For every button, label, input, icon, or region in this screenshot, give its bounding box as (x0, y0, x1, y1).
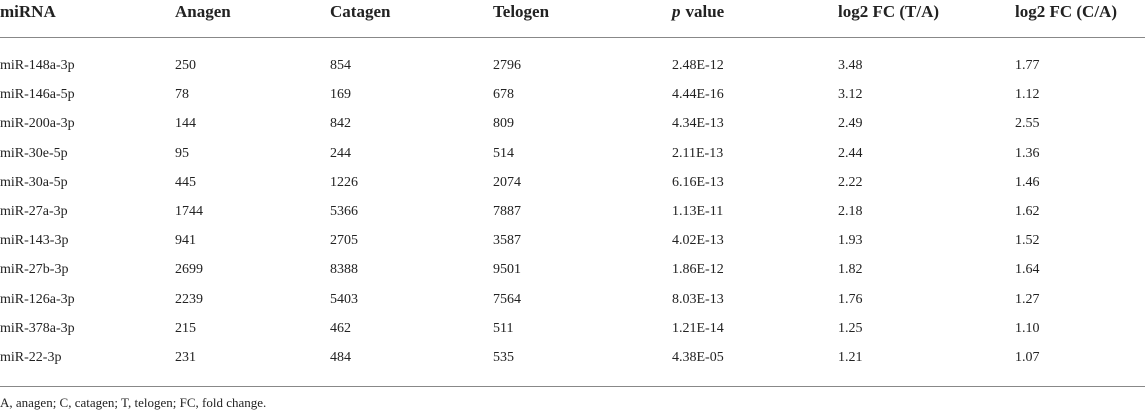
table-cell: 144 (175, 116, 196, 132)
table-cell: 1.52 (1015, 233, 1040, 249)
header-part: value (685, 2, 725, 21)
table-cell: 169 (330, 87, 351, 103)
table-cell: 1.27 (1015, 291, 1040, 307)
table-cell: 3.48 (838, 58, 863, 73)
table-cell: 941 (175, 233, 196, 249)
row-label: miR-30e-5p (0, 145, 68, 161)
table-cell: 78 (175, 87, 189, 103)
table-cell: 4.44E-16 (672, 87, 724, 103)
table-cell: 854 (330, 58, 351, 73)
table-cell: 5366 (330, 204, 358, 219)
table-cell: 1.21E-14 (672, 320, 724, 336)
table-cell: 2.49 (838, 116, 863, 132)
table-cell: 1.64 (1015, 262, 1040, 278)
table-cell: 484 (330, 350, 351, 365)
table-cell: 2.11E-13 (672, 145, 724, 161)
table-cell: 2.44 (838, 145, 863, 161)
table-cell: 1.21 (838, 350, 863, 365)
table-cell: 1.25 (838, 320, 863, 336)
column-header: Telogen (493, 2, 550, 21)
table-cell: 445 (175, 174, 196, 190)
table-cell: 2.22 (838, 174, 863, 190)
table-cell: 2.18 (838, 204, 863, 219)
table-cell: 1.77 (1015, 58, 1040, 73)
table-cell: 3587 (493, 233, 521, 249)
table-cell: 7887 (493, 204, 521, 219)
table-cell: 1.46 (1015, 174, 1040, 190)
table-cell: 2699 (175, 262, 203, 278)
table-cell: 2.48E-12 (672, 58, 724, 73)
table-cell: 462 (330, 320, 351, 336)
table-cell: 95 (175, 145, 189, 161)
column-header: p value (672, 3, 724, 21)
header-part: p (672, 2, 681, 21)
row-label: miR-148a-3p (0, 58, 75, 73)
table-cell: 2.55 (1015, 116, 1040, 132)
table-cell: 250 (175, 58, 196, 73)
row-label: miR-27a-3p (0, 204, 68, 219)
table-cell: 1.76 (838, 291, 863, 307)
table-cell: 809 (493, 116, 514, 132)
table-cell: 2074 (493, 174, 521, 190)
header-rule (0, 37, 1145, 38)
table-cell: 8.03E-13 (672, 291, 724, 307)
row-label: miR-22-3p (0, 350, 62, 365)
table-cell: 231 (175, 350, 196, 365)
table-cell: 4.34E-13 (672, 116, 724, 132)
table-cell: 1744 (175, 204, 203, 219)
table-cell: 511 (493, 320, 514, 336)
table-cell: 678 (493, 87, 514, 103)
row-label: miR-143-3p (0, 233, 69, 249)
table-cell: 1.13E-11 (672, 204, 724, 219)
table-cell: 9501 (493, 262, 521, 278)
table-cell: 4.02E-13 (672, 233, 724, 249)
table-cell: 215 (175, 320, 196, 336)
table-cell: 1.93 (838, 233, 863, 249)
column-header: log2 FC (C/A) (1015, 2, 1117, 21)
bottom-rule (0, 386, 1145, 387)
table-cell: 1.10 (1015, 320, 1040, 336)
table-cell: 842 (330, 116, 351, 132)
table-cell: 1.62 (1015, 204, 1040, 219)
column-header: Anagen (175, 2, 231, 21)
table-cell: 535 (493, 350, 514, 365)
table-cell: 1.82 (838, 262, 863, 278)
footnote: A, anagen; C, catagen; T, telogen; FC, f… (0, 395, 267, 410)
table-cell: 5403 (330, 291, 358, 307)
table-cell: 1.36 (1015, 145, 1040, 161)
table-cell: 8388 (330, 262, 358, 278)
column-header: miRNA (0, 2, 56, 21)
row-label: miR-200a-3p (0, 116, 75, 132)
table-cell: 2239 (175, 291, 203, 307)
column-header: log2 FC (T/A) (838, 2, 940, 21)
column-header: Catagen (330, 2, 391, 21)
table-cell: 7564 (493, 291, 521, 307)
row-label: miR-27b-3p (0, 262, 69, 278)
table-cell: 514 (493, 145, 514, 161)
row-label: miR-126a-3p (0, 291, 75, 307)
table-cell: 244 (330, 145, 351, 161)
row-label: miR-30a-5p (0, 174, 68, 190)
table-cell: 6.16E-13 (672, 174, 724, 190)
row-label: miR-378a-3p (0, 320, 75, 336)
table-cell: 1.86E-12 (672, 262, 724, 278)
table-cell: 4.38E-05 (672, 350, 724, 365)
table-cell: 1.12 (1015, 87, 1040, 103)
table-cell: 3.12 (838, 87, 863, 103)
row-label: miR-146a-5p (0, 87, 75, 103)
table-cell: 1226 (330, 174, 358, 190)
table-cell: 2796 (493, 58, 521, 73)
table-cell: 2705 (330, 233, 358, 249)
table-cell: 1.07 (1015, 350, 1040, 365)
